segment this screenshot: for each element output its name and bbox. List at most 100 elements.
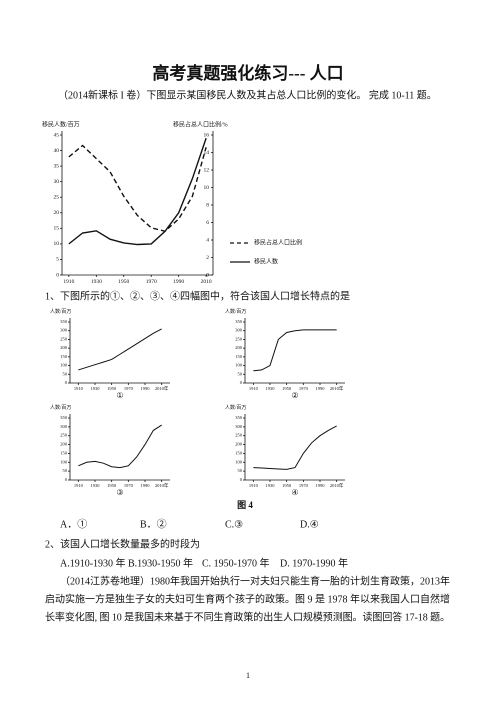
x-tick-label: 1930 [266, 386, 276, 391]
y-tick-label: 50 [63, 371, 68, 376]
y-tick-label: 300 [235, 424, 243, 429]
y2-tick-label: 4 [206, 237, 209, 243]
option: B．② [140, 518, 167, 530]
x-tick-label: 1970 [146, 279, 157, 285]
y-tick-label: 50 [238, 468, 243, 473]
y-tick-label: 250 [235, 336, 243, 341]
x-tick-label: 1970 [124, 386, 134, 391]
x-tick-label: 1990 [173, 279, 184, 285]
y2-tick-label: 10 [204, 185, 210, 191]
x-tick-label: 2010年 [155, 482, 169, 489]
y-tick-label: 150 [60, 450, 68, 455]
y-axis-label: 人数/百万 [225, 308, 246, 315]
y-tick-label: 250 [60, 336, 68, 341]
passage-line: （2014江苏卷地理）1980年我国开始执行一对夫妇只能生育一胎的计划生育政策，… [60, 574, 450, 587]
x-tick-label: 1990 [141, 386, 151, 391]
data-line [78, 424, 162, 469]
x-tick-label: 2010年 [330, 385, 344, 392]
intro: （2014新课标 I 卷）下图显示某国移民人数及其占总人口比例的变化。 完成 1… [58, 88, 437, 101]
x-tick-label: 2010年 [155, 385, 169, 392]
question-text: 1、下图所示的①、②、③、④四幅图中，符合该国人口增长特点的是 [45, 289, 350, 302]
y-tick-label: 300 [235, 328, 243, 333]
y-axis-label: 人数/百万 [50, 404, 71, 411]
x-tick-label: 1970 [124, 483, 134, 488]
y-tick-label: 100 [235, 363, 243, 368]
y-axis-label: 人数/百万 [225, 404, 246, 411]
y-tick-label: 350 [60, 415, 68, 420]
y-tick-label: 0 [240, 477, 243, 482]
legend-label: 移民人数 [254, 258, 278, 266]
y-tick-label: 0 [56, 272, 59, 278]
x-tick-label: 1990 [316, 483, 326, 488]
y-tick-label: 100 [60, 459, 68, 464]
figure-label: ① [116, 391, 123, 400]
y-tick-label: 150 [235, 354, 243, 359]
y-tick-label: 0 [240, 380, 243, 385]
page-number: 1 [246, 671, 250, 680]
data-line [68, 144, 207, 233]
x-tick-label: 1950 [107, 386, 117, 391]
y2-tick-label: 0 [206, 272, 209, 278]
x-tick-label: 1950 [118, 279, 129, 285]
data-line [253, 425, 337, 470]
y-tick-label: 200 [235, 442, 243, 447]
x-tick-label: 1910 [74, 386, 84, 391]
passage-line: 启动实施一方是独生子女的夫妇可生育两个孩子的政策。图 9 是 1978 年以来我… [45, 592, 450, 605]
y-tick-label: 150 [60, 354, 68, 359]
x-tick-label: 2010年 [330, 482, 344, 489]
y-tick-label: 0 [65, 380, 68, 385]
x-tick-label: 1970 [299, 386, 309, 391]
y2-axis-label: 移民占总人口比例/% [173, 120, 228, 128]
data-line [78, 328, 162, 371]
y-tick-label: 100 [235, 459, 243, 464]
y-tick-label: 45 [54, 132, 60, 138]
option: A.1910-1930 年 [60, 556, 126, 569]
data-line [68, 137, 207, 246]
y-tick-label: 15 [54, 226, 60, 232]
y-tick-label: 300 [60, 424, 68, 429]
passage-line: 长率变化图, 图 10 是我国未来基于不同生育政策的出生人口规模预测图。读图回答… [45, 610, 450, 623]
y2-tick-label: 8 [206, 202, 209, 208]
y-tick-label: 0 [65, 477, 68, 482]
y-tick-label: 350 [235, 415, 243, 420]
x-tick-label: 1990 [141, 483, 151, 488]
y2-tick-label: 12 [204, 167, 210, 173]
y-axis-label: 人数/百万 [50, 308, 71, 315]
x-tick-label: 1910 [249, 386, 259, 391]
y-tick-label: 100 [60, 363, 68, 368]
y-tick-label: 50 [238, 371, 243, 376]
y-tick-label: 350 [235, 319, 243, 324]
y-tick-label: 200 [60, 442, 68, 447]
option: C. 1950-1970 年 [202, 556, 270, 569]
y-tick-label: 300 [60, 328, 68, 333]
y-tick-label: 350 [60, 319, 68, 324]
y2-tick-label: 2 [206, 255, 209, 261]
y-tick-label: 250 [235, 433, 243, 438]
x-tick-label: 1930 [91, 279, 102, 285]
y-tick-label: 50 [63, 468, 68, 473]
question-text: 2、该国人口增长数量最多的时段为 [45, 537, 200, 550]
x-tick-label: 1970 [299, 483, 309, 488]
y-axis-label: 移民人数/百万 [42, 120, 80, 128]
option: D. 1970-1990 年 [280, 556, 348, 569]
option: A．① [60, 518, 87, 530]
y-tick-label: 35 [54, 163, 60, 169]
x-tick-label: 1950 [282, 483, 292, 488]
x-tick-label: 1910 [249, 483, 259, 488]
option: D.④ [300, 519, 319, 530]
y-tick-label: 30 [54, 179, 60, 185]
x-tick-label: 1990 [316, 386, 326, 391]
y2-tick-label: 14 [204, 150, 210, 156]
y-tick-label: 250 [60, 433, 68, 438]
x-tick-label: 2010 [201, 279, 212, 285]
y-tick-label: 200 [60, 345, 68, 350]
title: 高考真题强化练习--- 人口 [152, 63, 343, 83]
x-tick-label: 1930 [91, 386, 101, 391]
y-tick-label: 25 [54, 194, 60, 200]
figure-caption: 图 4 [237, 500, 253, 510]
y2-tick-label: 16 [204, 132, 210, 138]
y-tick-label: 200 [235, 345, 243, 350]
option: C.③ [225, 519, 243, 530]
